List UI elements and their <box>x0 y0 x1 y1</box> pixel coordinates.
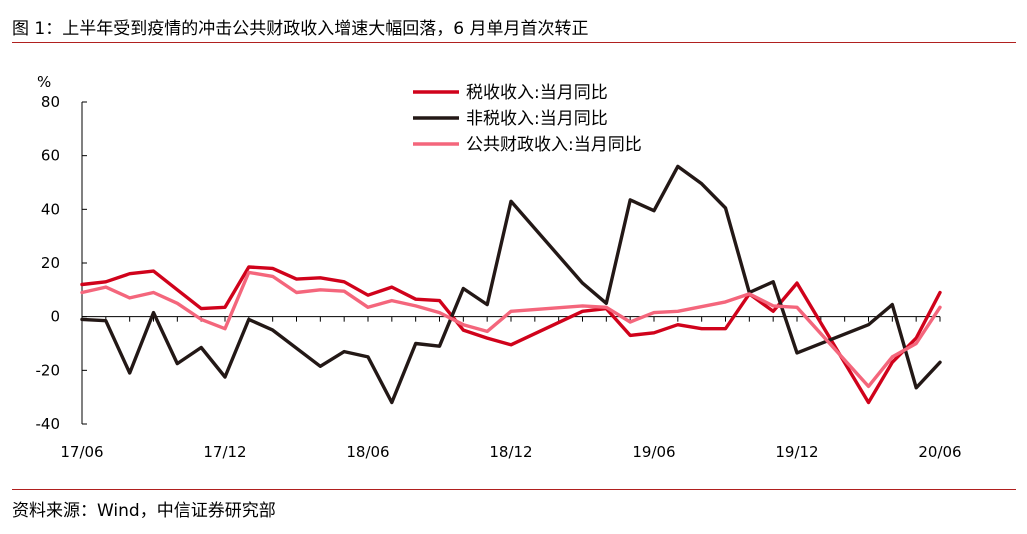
x-tick-label: 19/06 <box>632 443 675 461</box>
x-tick-label: 17/06 <box>60 443 103 461</box>
series-line-0 <box>80 265 942 405</box>
series-lines <box>80 164 942 405</box>
y-axis-unit: % <box>37 73 51 91</box>
y-tick-label: 40 <box>41 200 60 218</box>
series-line-2 <box>80 270 942 389</box>
title-rule <box>12 42 1016 43</box>
y-tick-label: 60 <box>41 147 60 165</box>
x-axis: 17/06 17/12 18/06 18/12 19/06 19/12 20/06 <box>60 316 962 461</box>
series-line-1 <box>80 164 942 405</box>
legend-label: 公共财政收入:当月同比 <box>466 135 642 155</box>
y-tick-label: 80 <box>41 93 60 111</box>
x-ticks: 17/06 17/12 18/06 18/12 19/06 19/12 20/06 <box>60 316 962 461</box>
y-tick-label: -40 <box>36 415 61 433</box>
y-tick-label: 20 <box>41 254 60 272</box>
source-note: 资料来源：Wind，中信证券研究部 <box>12 501 276 521</box>
x-tick-label: 20/06 <box>918 443 961 461</box>
y-ticks: -40 -20 0 20 40 60 80 <box>36 93 87 433</box>
source-rule <box>12 489 1016 490</box>
figure-title: 图 1：上半年受到疫情的冲击公共财政收入增速大幅回落，6 月单月首次转正 <box>12 19 589 39</box>
x-tick-label: 18/12 <box>489 443 532 461</box>
legend-label: 非税收入:当月同比 <box>466 109 608 129</box>
legend-label: 税收收入:当月同比 <box>466 83 608 103</box>
y-tick-label: 0 <box>50 308 60 326</box>
y-tick-label: -20 <box>36 361 61 379</box>
x-tick-label: 19/12 <box>775 443 818 461</box>
x-tick-label: 18/06 <box>346 443 389 461</box>
y-axis: % -40 -20 0 20 40 60 80 <box>36 73 87 433</box>
x-tick-label: 17/12 <box>203 443 246 461</box>
